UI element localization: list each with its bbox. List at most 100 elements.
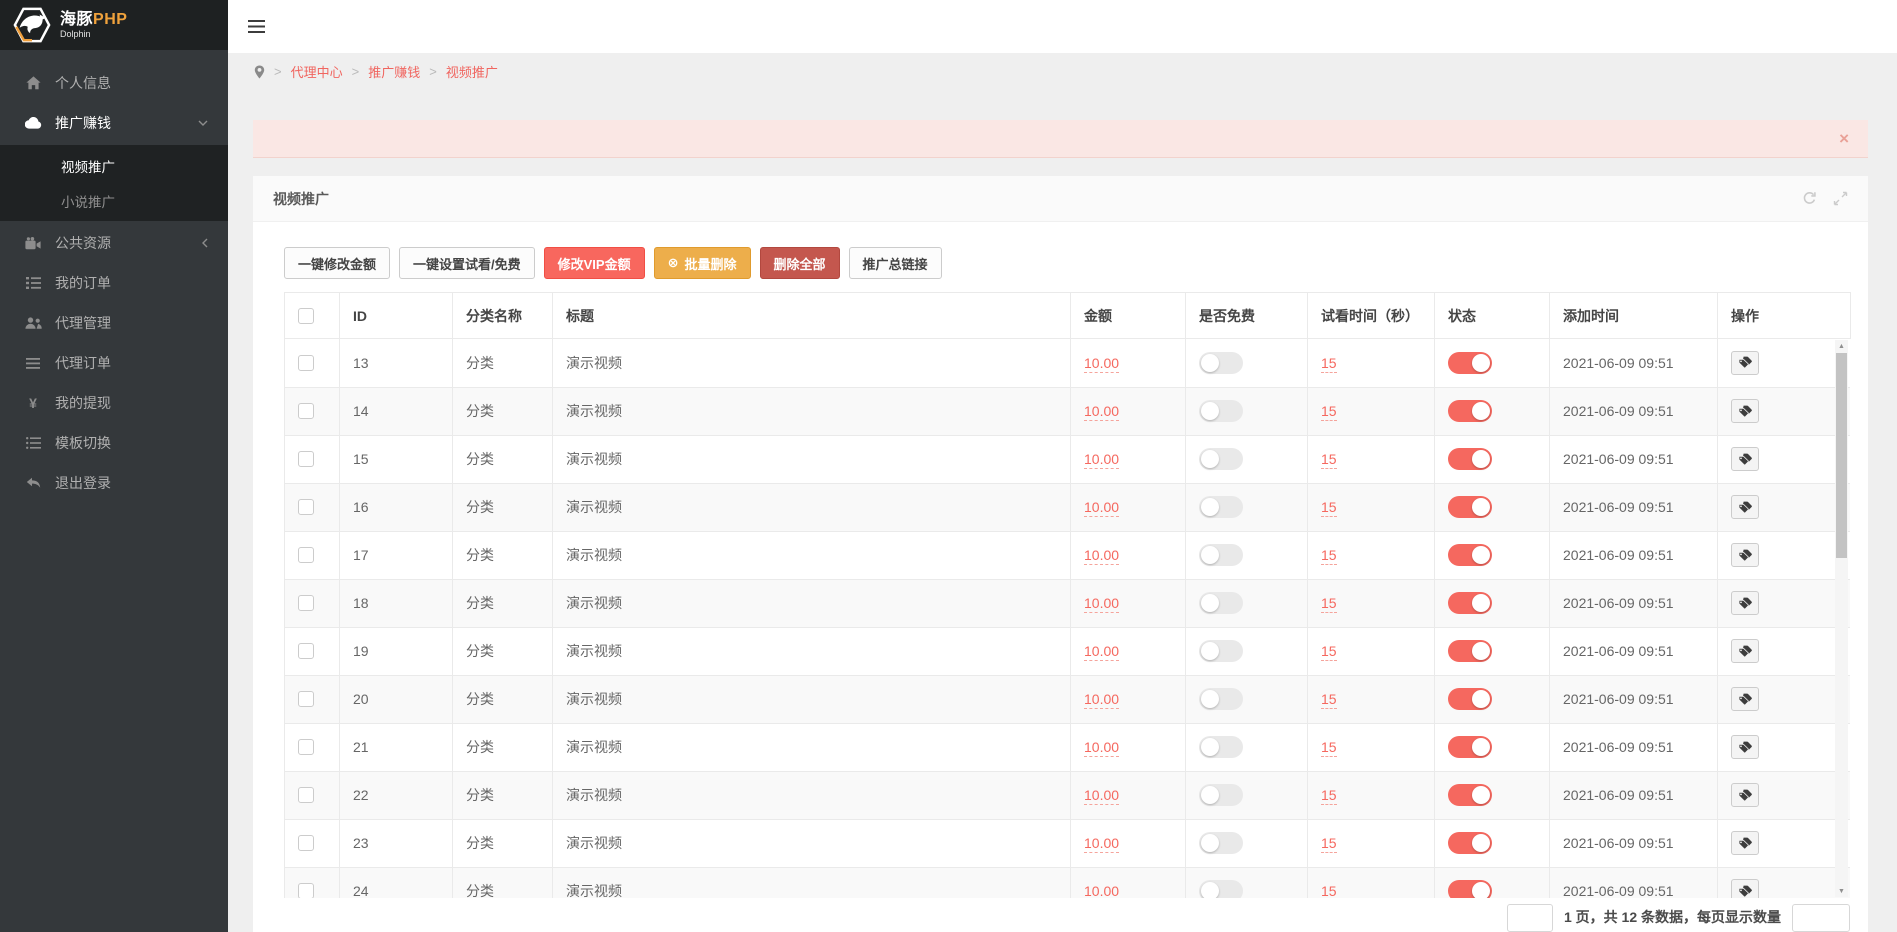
status-toggle[interactable] bbox=[1448, 400, 1492, 422]
amount-editable-link[interactable]: 10.00 bbox=[1084, 451, 1120, 469]
free-toggle[interactable] bbox=[1199, 640, 1243, 662]
promo-link-button[interactable] bbox=[1731, 639, 1759, 663]
trial-time-editable-link[interactable]: 15 bbox=[1321, 739, 1337, 757]
edit-vip-amount-button[interactable]: 修改VIP金额 bbox=[543, 247, 645, 279]
sidebar-item-profile[interactable]: 个人信息 bbox=[0, 63, 228, 103]
promo-link-button[interactable] bbox=[1731, 350, 1759, 375]
status-toggle[interactable] bbox=[1448, 592, 1492, 614]
promo-link-button[interactable] bbox=[1731, 591, 1759, 615]
row-checkbox[interactable] bbox=[298, 643, 314, 659]
promo-link-button[interactable] bbox=[1731, 831, 1759, 855]
row-checkbox[interactable] bbox=[298, 354, 314, 371]
status-toggle[interactable] bbox=[1448, 544, 1492, 566]
row-checkbox[interactable] bbox=[298, 451, 314, 467]
scrollbar-thumb[interactable] bbox=[1836, 353, 1847, 558]
amount-editable-link[interactable]: 10.00 bbox=[1084, 739, 1120, 757]
row-checkbox[interactable] bbox=[298, 595, 314, 611]
trial-time-editable-link[interactable]: 15 bbox=[1321, 691, 1337, 709]
free-toggle[interactable] bbox=[1199, 448, 1243, 470]
promo-link-button[interactable] bbox=[1731, 399, 1759, 423]
promo-link-button[interactable] bbox=[1731, 687, 1759, 711]
promo-link-button[interactable] bbox=[1731, 783, 1759, 807]
free-toggle[interactable] bbox=[1199, 592, 1243, 614]
promo-link-button[interactable] bbox=[1731, 495, 1759, 519]
sidebar-item-agent-orders[interactable]: 代理订单 bbox=[0, 343, 228, 383]
sidebar-item-promo-earn[interactable]: 推广赚钱 bbox=[0, 103, 228, 143]
breadcrumb-link-promo-earn[interactable]: 推广赚钱 bbox=[368, 64, 421, 80]
sidebar-item-video-promo[interactable]: 视频推广 bbox=[0, 148, 228, 183]
trial-time-editable-link[interactable]: 15 bbox=[1321, 835, 1337, 853]
amount-editable-link[interactable]: 10.00 bbox=[1084, 499, 1120, 517]
status-toggle[interactable] bbox=[1448, 784, 1492, 806]
free-toggle[interactable] bbox=[1199, 784, 1243, 806]
amount-editable-link[interactable]: 10.00 bbox=[1084, 354, 1120, 373]
free-toggle[interactable] bbox=[1199, 496, 1243, 518]
amount-editable-link[interactable]: 10.00 bbox=[1084, 547, 1120, 565]
row-checkbox[interactable] bbox=[298, 691, 314, 707]
status-toggle[interactable] bbox=[1448, 880, 1492, 898]
close-icon[interactable]: × bbox=[1839, 129, 1849, 148]
amount-editable-link[interactable]: 10.00 bbox=[1084, 595, 1120, 613]
status-toggle[interactable] bbox=[1448, 496, 1492, 518]
trial-time-editable-link[interactable]: 15 bbox=[1321, 403, 1337, 421]
promo-link-button[interactable] bbox=[1731, 735, 1759, 759]
trial-time-editable-link[interactable]: 15 bbox=[1321, 354, 1337, 373]
sidebar-item-logout[interactable]: 退出登录 bbox=[0, 463, 228, 503]
amount-editable-link[interactable]: 10.00 bbox=[1084, 883, 1120, 898]
status-toggle[interactable] bbox=[1448, 832, 1492, 854]
status-toggle[interactable] bbox=[1448, 448, 1492, 470]
hamburger-menu-icon[interactable] bbox=[248, 20, 265, 33]
status-toggle[interactable] bbox=[1448, 688, 1492, 710]
free-toggle[interactable] bbox=[1199, 880, 1243, 898]
page-jump-input[interactable] bbox=[1506, 904, 1553, 932]
row-checkbox[interactable] bbox=[298, 787, 314, 803]
amount-editable-link[interactable]: 10.00 bbox=[1084, 403, 1120, 421]
edit-amount-button[interactable]: 一键修改金额 bbox=[284, 247, 391, 279]
breadcrumb-link-agent-center[interactable]: 代理中心 bbox=[290, 64, 343, 80]
trial-time-editable-link[interactable]: 15 bbox=[1321, 643, 1337, 661]
free-toggle[interactable] bbox=[1199, 544, 1243, 566]
trial-time-editable-link[interactable]: 15 bbox=[1321, 547, 1337, 565]
scroll-up-icon[interactable]: ▲ bbox=[1838, 342, 1845, 350]
page-size-select[interactable] bbox=[1792, 904, 1850, 932]
amount-editable-link[interactable]: 10.00 bbox=[1084, 643, 1120, 661]
status-toggle[interactable] bbox=[1448, 351, 1492, 374]
status-toggle[interactable] bbox=[1448, 640, 1492, 662]
delete-all-button[interactable]: 删除全部 bbox=[759, 247, 840, 279]
promo-link-button[interactable] bbox=[1731, 879, 1759, 898]
sidebar-item-novel-promo[interactable]: 小说推广 bbox=[0, 183, 228, 218]
row-checkbox[interactable] bbox=[298, 739, 314, 755]
promo-master-link-button[interactable]: 推广总链接 bbox=[848, 247, 942, 279]
free-toggle[interactable] bbox=[1199, 688, 1243, 710]
trial-time-editable-link[interactable]: 15 bbox=[1321, 595, 1337, 613]
set-trial-free-button[interactable]: 一键设置试看/免费 bbox=[399, 247, 535, 279]
trial-time-editable-link[interactable]: 15 bbox=[1321, 883, 1337, 898]
free-toggle[interactable] bbox=[1199, 832, 1243, 854]
select-all-checkbox[interactable] bbox=[298, 307, 314, 324]
amount-editable-link[interactable]: 10.00 bbox=[1084, 835, 1120, 853]
amount-editable-link[interactable]: 10.00 bbox=[1084, 787, 1120, 805]
table-scrollbar[interactable]: ▲ ▼ bbox=[1835, 340, 1848, 897]
amount-editable-link[interactable]: 10.00 bbox=[1084, 691, 1120, 709]
sidebar-item-my-orders[interactable]: 我的订单 bbox=[0, 263, 228, 303]
row-checkbox[interactable] bbox=[298, 403, 314, 419]
breadcrumb-link-video-promo[interactable]: 视频推广 bbox=[445, 64, 498, 80]
scroll-down-icon[interactable]: ▼ bbox=[1838, 887, 1845, 895]
status-toggle[interactable] bbox=[1448, 736, 1492, 758]
sidebar-item-my-withdrawals[interactable]: ¥ 我的提现 bbox=[0, 383, 228, 423]
trial-time-editable-link[interactable]: 15 bbox=[1321, 451, 1337, 469]
batch-delete-button[interactable]: ⊗ 批量删除 bbox=[653, 247, 751, 279]
expand-icon[interactable] bbox=[1833, 191, 1848, 206]
app-logo[interactable]: 海豚PHP Dolphin bbox=[0, 0, 228, 50]
trial-time-editable-link[interactable]: 15 bbox=[1321, 499, 1337, 517]
free-toggle[interactable] bbox=[1199, 736, 1243, 758]
refresh-icon[interactable] bbox=[1802, 191, 1817, 206]
free-toggle[interactable] bbox=[1199, 351, 1243, 374]
row-checkbox[interactable] bbox=[298, 547, 314, 563]
sidebar-item-public-resources[interactable]: 公共资源 bbox=[0, 223, 228, 263]
sidebar-item-agent-management[interactable]: 代理管理 bbox=[0, 303, 228, 343]
free-toggle[interactable] bbox=[1199, 400, 1243, 422]
sidebar-item-template-switch[interactable]: 模板切换 bbox=[0, 423, 228, 463]
row-checkbox[interactable] bbox=[298, 835, 314, 851]
promo-link-button[interactable] bbox=[1731, 447, 1759, 471]
